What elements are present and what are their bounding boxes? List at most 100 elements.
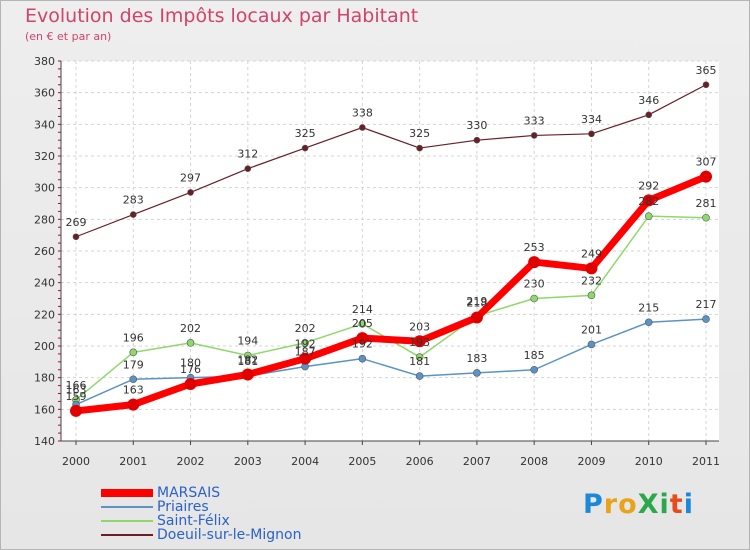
data-label: 202 [295, 322, 316, 335]
data-label: 196 [123, 331, 144, 344]
x-tick-label: 2009 [577, 455, 605, 468]
data-point [359, 124, 366, 131]
data-point [70, 404, 82, 417]
x-tick-label: 2000 [62, 455, 90, 468]
data-label: 219 [466, 295, 487, 308]
data-point [129, 375, 138, 384]
data-label: 201 [581, 323, 602, 336]
data-label: 307 [696, 156, 717, 169]
data-label: 346 [638, 94, 659, 107]
data-point [473, 369, 481, 377]
x-tick-label: 2007 [463, 455, 491, 468]
data-label: 194 [237, 335, 258, 348]
series-line [75, 84, 707, 238]
x-tick-label: 2006 [406, 455, 434, 468]
legend-label: MARSAIS [157, 485, 221, 501]
y-tick-label: 320 [34, 150, 55, 163]
chart-title: Evolution des Impôts locaux par Habitant [25, 5, 419, 27]
y-tick-label: 260 [34, 245, 55, 258]
data-point [72, 233, 80, 241]
x-tick-label: 2002 [177, 455, 205, 468]
data-label: 282 [638, 195, 659, 208]
data-label: 163 [123, 384, 144, 397]
data-point [587, 340, 596, 349]
data-label: 365 [696, 64, 717, 77]
data-label: 269 [66, 216, 87, 229]
data-label: 249 [581, 247, 602, 260]
data-point [356, 332, 369, 345]
series-line [75, 318, 707, 406]
x-tick-label: 2003 [234, 455, 262, 468]
y-tick-label: 140 [34, 435, 55, 448]
data-point [473, 136, 481, 144]
data-point [585, 262, 598, 275]
x-tick-label: 2011 [692, 455, 720, 468]
data-label: 202 [180, 322, 201, 335]
data-label: 205 [352, 317, 373, 330]
legend-label: Doeuil-sur-le-Mignon [157, 527, 302, 543]
data-label: 203 [409, 320, 430, 333]
x-tick-label: 2010 [635, 455, 663, 468]
data-label: 333 [524, 114, 545, 127]
data-label: 218 [466, 297, 487, 310]
data-label: 179 [123, 358, 144, 371]
legend-swatch [101, 534, 153, 536]
data-point [702, 315, 710, 323]
data-point [358, 354, 367, 363]
data-point [413, 335, 426, 348]
data-point [129, 348, 138, 357]
legend-swatch [101, 489, 153, 497]
data-point [530, 132, 538, 139]
data-label: 159 [66, 390, 87, 403]
y-tick-label: 160 [34, 403, 55, 416]
data-point [645, 111, 653, 119]
data-point [642, 194, 655, 207]
data-point [129, 211, 137, 218]
chart-subtitle: (en € et par an) [25, 30, 112, 43]
data-point [416, 144, 423, 152]
data-label: 181 [409, 355, 430, 368]
data-label: 215 [638, 301, 659, 314]
data-label: 214 [352, 303, 373, 316]
data-point [299, 352, 312, 365]
data-label: 183 [466, 352, 487, 365]
data-label: 325 [409, 127, 430, 140]
data-label: 192 [352, 338, 373, 351]
series-line [72, 173, 710, 415]
data-label: 187 [295, 346, 316, 359]
legend-swatch [101, 506, 153, 508]
data-label: 312 [237, 148, 258, 161]
data-label: 180 [180, 357, 201, 370]
data-label: 163 [66, 384, 87, 397]
data-point [244, 165, 252, 172]
data-label: 193 [409, 336, 430, 349]
data-label: 217 [696, 298, 717, 311]
data-label: 334 [581, 113, 602, 126]
y-tick-label: 360 [34, 87, 55, 100]
data-label: 181 [237, 355, 258, 368]
data-label: 281 [696, 197, 717, 210]
data-point [700, 170, 712, 183]
data-point [702, 81, 710, 89]
data-point [184, 378, 197, 390]
data-point [702, 213, 710, 222]
y-tick-label: 240 [34, 277, 55, 290]
x-tick-label: 2008 [520, 455, 548, 468]
data-point [301, 144, 309, 152]
data-point [587, 291, 596, 300]
data-point [415, 353, 424, 361]
data-point [415, 372, 424, 380]
y-tick-label: 340 [34, 118, 55, 131]
data-point [127, 398, 140, 411]
data-label: 297 [180, 171, 201, 184]
y-tick-label: 180 [34, 372, 55, 385]
data-point [530, 365, 538, 374]
data-label: 185 [524, 349, 545, 362]
data-label: 182 [237, 354, 258, 367]
y-tick-label: 380 [34, 55, 55, 68]
data-point [301, 339, 309, 347]
legend-label: Priaires [157, 499, 209, 515]
data-point [588, 130, 595, 138]
legend-item: Priaires [101, 499, 209, 515]
